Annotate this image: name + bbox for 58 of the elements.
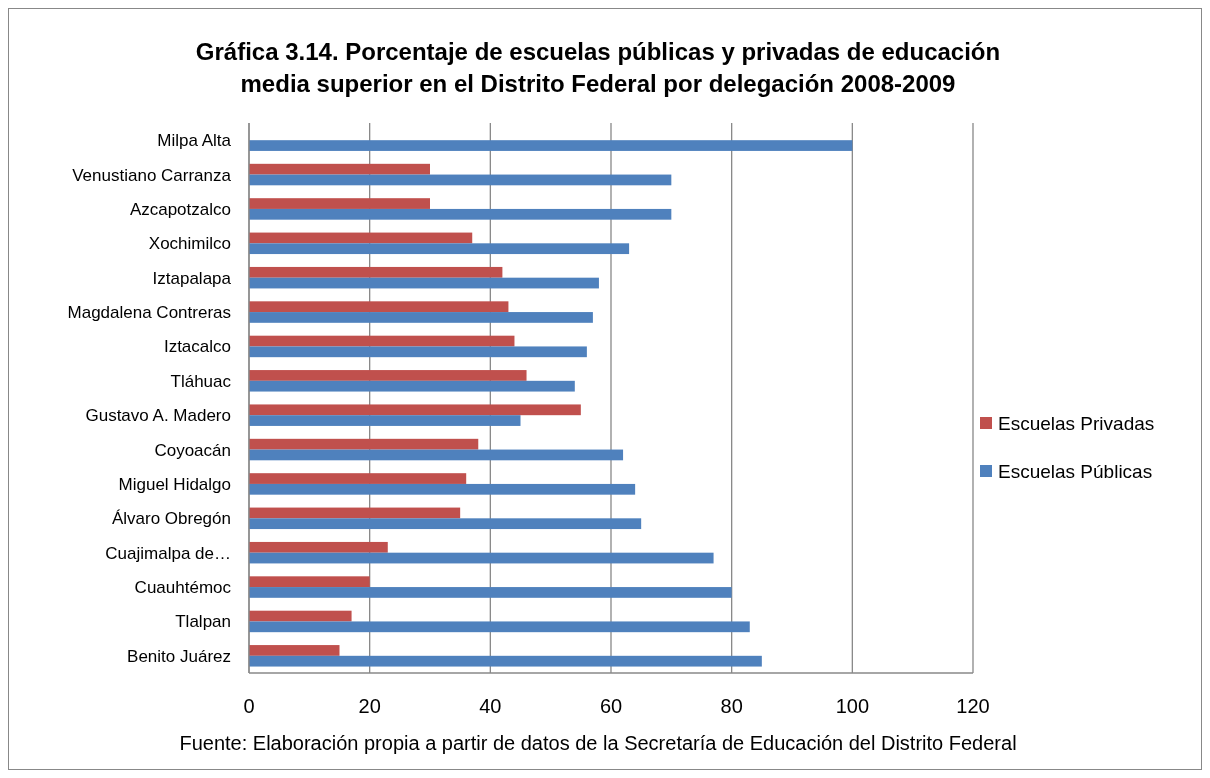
y-tick-label: Tláhuac [170, 371, 232, 391]
bar [249, 208, 672, 220]
bar [249, 621, 750, 633]
bar [249, 473, 467, 484]
bar [249, 541, 388, 553]
y-tick-label: Azcapotzalco [129, 199, 231, 219]
x-tick-label: 100 [835, 695, 870, 717]
legend-label: Escuelas Privadas [998, 412, 1155, 434]
x-tick-label: 20 [358, 695, 381, 717]
y-tick-label: Benito Juárez [127, 646, 231, 666]
y-tick-label: Iztapalapa [152, 268, 232, 288]
y-tick-label: Xochimilco [148, 234, 231, 254]
bar [249, 380, 575, 392]
legend-label: Escuelas Públicas [998, 460, 1153, 482]
bar [249, 415, 521, 426]
bar [249, 518, 642, 530]
bar [249, 277, 599, 289]
bar [249, 438, 479, 450]
bar [249, 346, 587, 358]
bar [249, 312, 593, 323]
y-tick-label: Magdalena Contreras [67, 303, 231, 323]
bar [249, 243, 630, 255]
y-tick-label: Coyoacán [154, 440, 231, 460]
bar [249, 576, 370, 588]
bar [249, 232, 473, 244]
x-tick-label: 80 [720, 695, 743, 717]
bar [249, 449, 624, 461]
x-tick-label: 60 [599, 695, 623, 717]
bar [249, 507, 461, 519]
chart-title: Gráfica 3.14. Porcentaje de escuelas públicas y privadas de educación media superior en el Distrito Federal por delegación 2008-2009 [195, 38, 1001, 97]
y-tick-label: Tlalpan [175, 612, 231, 632]
x-tick-label: 40 [479, 695, 502, 717]
bar [249, 174, 672, 186]
bar [249, 404, 581, 416]
bar [249, 645, 340, 656]
y-tick-label: Cuajimalpa de… [105, 543, 231, 563]
y-tick-label: Iztacalco [163, 337, 231, 357]
bar [249, 552, 714, 564]
bar [249, 335, 515, 347]
bar [249, 163, 430, 175]
x-tick-label: 0 [243, 695, 255, 717]
y-tick-label: Cuauhtémoc [134, 578, 232, 598]
bar [249, 140, 853, 151]
y-tick-label: Gustavo A. Madero [85, 406, 231, 426]
x-tick-label: 120 [956, 695, 990, 717]
y-tick-label: Miguel Hidalgo [118, 474, 231, 494]
y-tick-label: Álvaro Obregón [111, 509, 231, 529]
y-tick-label: Venustiano Carranza [72, 165, 232, 185]
bar [249, 198, 430, 209]
y-tick-label: Milpa Alta [157, 131, 232, 151]
bar [249, 266, 503, 278]
bar [249, 655, 762, 667]
bar [249, 587, 732, 598]
bar [249, 610, 352, 622]
source-note: Fuente: Elaboración propia a partir de datos de la Secretaría de Educación del Distrito Federal [179, 732, 1017, 754]
bar [249, 483, 636, 495]
bar [249, 301, 509, 313]
bar [249, 370, 527, 381]
